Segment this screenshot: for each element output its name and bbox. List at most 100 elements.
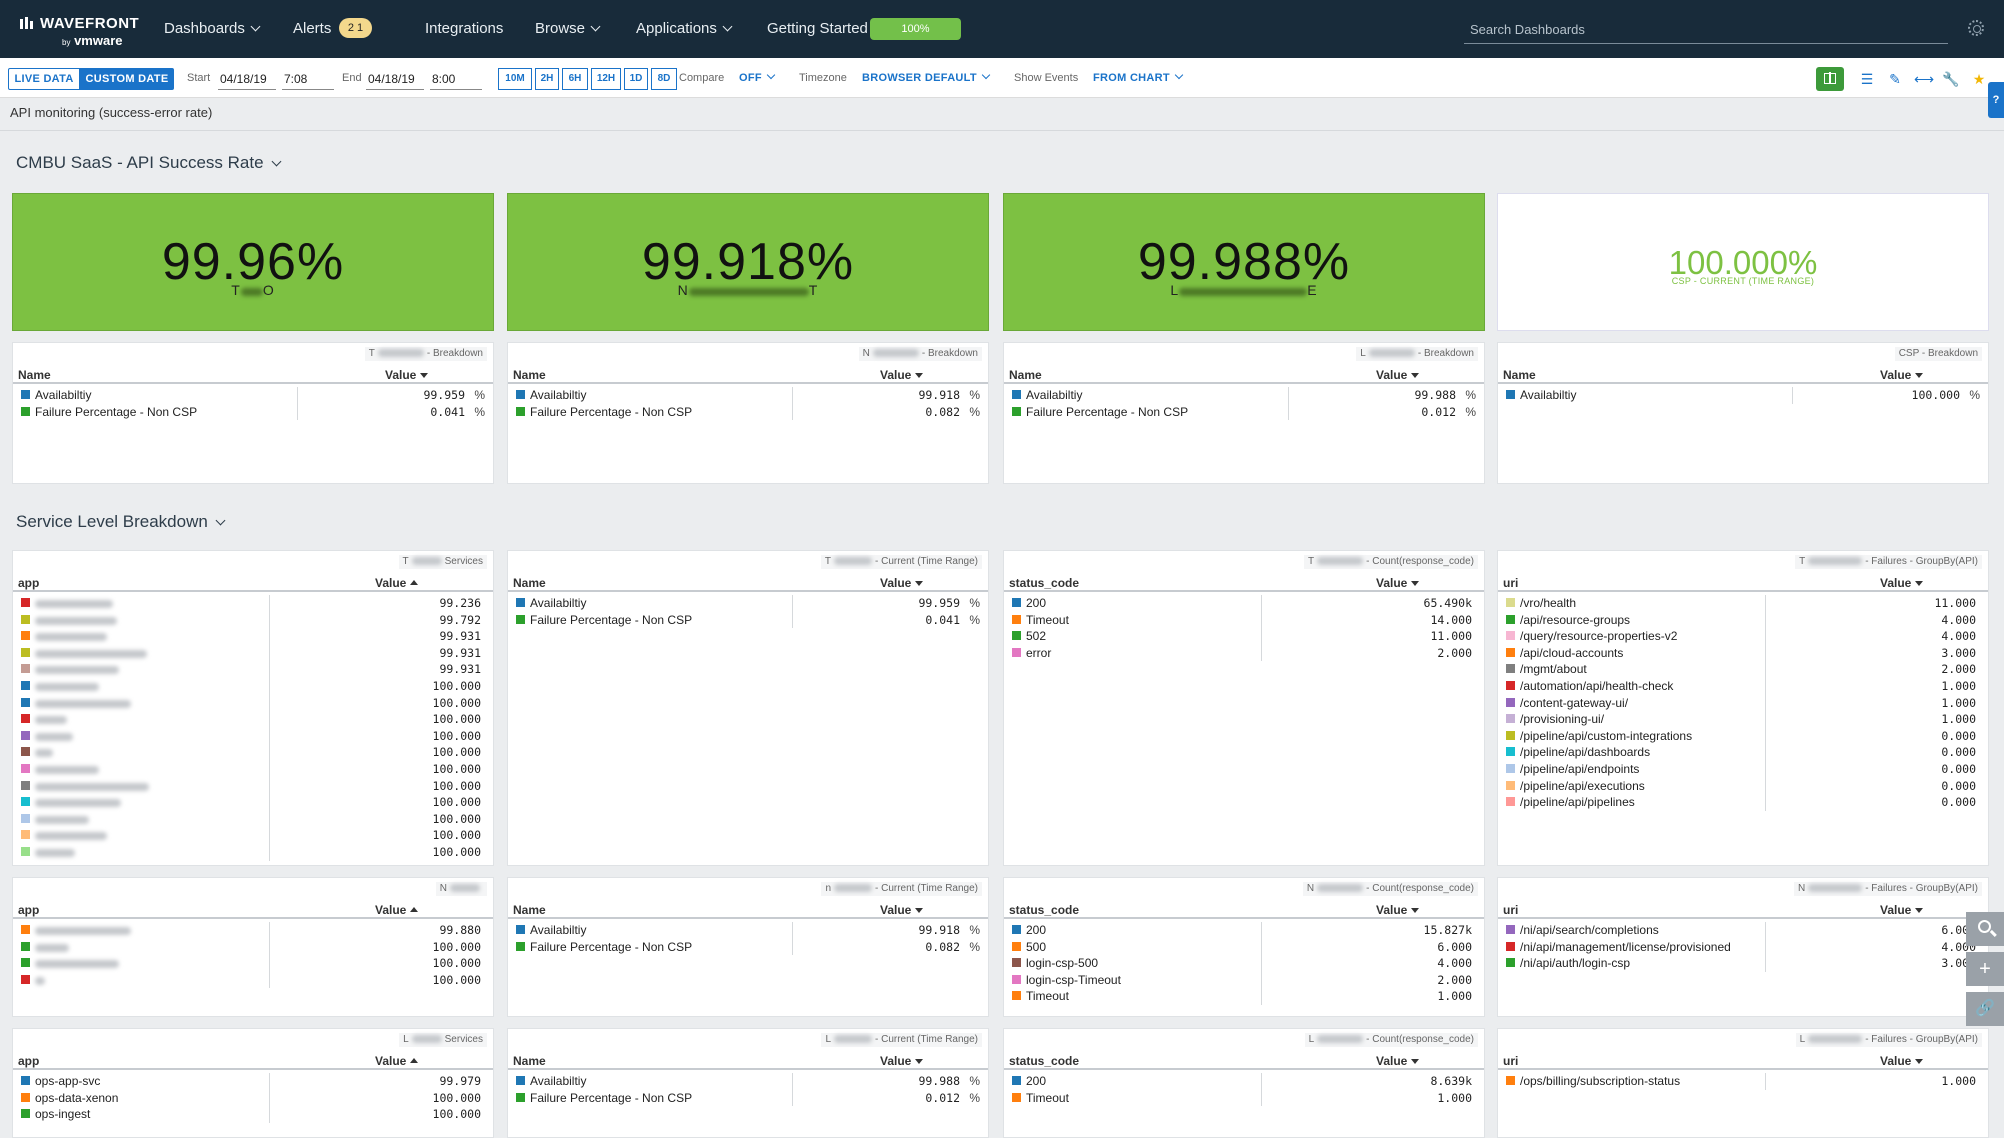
- help-tab[interactable]: ?: [1988, 82, 2004, 118]
- column-header-value[interactable]: Value: [1376, 368, 1420, 382]
- table-row[interactable]: 100.000: [13, 827, 493, 844]
- table-row[interactable]: 100.000: [13, 695, 493, 712]
- table-row[interactable]: /ni/api/search/completions 6.000: [1498, 922, 1988, 939]
- table-row[interactable]: 100.000: [13, 811, 493, 828]
- table-row[interactable]: Failure Percentage - Non CSP 0.012%: [508, 1090, 988, 1107]
- service-current-panel[interactable]: T- Current (Time Range) Name Value Availabi…: [507, 550, 989, 866]
- share-icon[interactable]: ⟷: [1914, 71, 1935, 87]
- table-row[interactable]: 200 15.827k: [1004, 922, 1484, 939]
- nav-alerts[interactable]: Alerts: [293, 20, 332, 37]
- table-row[interactable]: 100.000: [13, 711, 493, 728]
- table-row[interactable]: 99.931: [13, 628, 493, 645]
- service-apps-panel[interactable]: T Services app Value 99.236 99.792 99.931 99.93…: [12, 550, 494, 866]
- breakdown-panel[interactable]: CSP - Breakdown Name Value Availabiltiy 100.…: [1497, 342, 1989, 484]
- nav-dashboards[interactable]: Dashboards: [164, 20, 261, 37]
- table-row[interactable]: Timeout 1.000: [1004, 1090, 1484, 1107]
- table-row[interactable]: 200 8.639k: [1004, 1073, 1484, 1090]
- column-header-name[interactable]: Name: [513, 1054, 546, 1068]
- column-header-value[interactable]: Value: [385, 368, 429, 382]
- service-apps-panel[interactable]: L Services app Value ops-app-svc 99.979 ops-da…: [12, 1028, 494, 1138]
- table-row[interactable]: /ni/api/auth/login-csp 3.000: [1498, 955, 1988, 972]
- column-header-name[interactable]: app: [18, 903, 40, 917]
- response-code-panel[interactable]: T- Count(response_code) status_code Value 2…: [1003, 550, 1485, 866]
- table-row[interactable]: 100.000: [13, 794, 493, 811]
- table-row[interactable]: 99.792: [13, 612, 493, 629]
- breakdown-panel[interactable]: L- Breakdown Name Value Availabiltiy 99.988%…: [1003, 342, 1485, 484]
- start-date-input[interactable]: 04/18/19: [218, 68, 276, 90]
- column-header-value[interactable]: Value: [1376, 903, 1420, 917]
- column-header-name[interactable]: status_code: [1009, 903, 1080, 917]
- service-current-panel[interactable]: n- Current (Time Range) Name Value Availabi…: [507, 877, 989, 1017]
- column-header-name[interactable]: status_code: [1009, 1054, 1080, 1068]
- breakdown-panel[interactable]: N- Breakdown Name Value Availabiltiy 99.918%…: [507, 342, 989, 484]
- table-row[interactable]: ops-ingest 100.000: [13, 1106, 493, 1123]
- column-header-value[interactable]: Value: [880, 1054, 924, 1068]
- section-service-level-breakdown[interactable]: Service Level Breakdown: [16, 512, 226, 532]
- table-row[interactable]: Failure Percentage - Non CSP 0.082%: [508, 404, 988, 421]
- table-row[interactable]: /ni/api/management/license/provisioned 4.…: [1498, 939, 1988, 956]
- column-header-value[interactable]: Value: [1376, 1054, 1420, 1068]
- table-row[interactable]: /pipeline/api/pipelines 0.000: [1498, 794, 1988, 811]
- table-row[interactable]: 100.000: [13, 844, 493, 861]
- end-time-input[interactable]: 8:00: [430, 68, 482, 90]
- table-row[interactable]: 100.000: [13, 678, 493, 695]
- column-header-name[interactable]: Name: [513, 576, 546, 590]
- gift-icon-button[interactable]: [1816, 67, 1844, 91]
- nav-integrations[interactable]: Integrations: [425, 20, 504, 37]
- table-row[interactable]: /pipeline/api/custom-integrations 0.000: [1498, 728, 1988, 745]
- column-header-name[interactable]: uri: [1503, 1054, 1519, 1068]
- table-row[interactable]: Availabiltiy 99.918%: [508, 387, 988, 404]
- link-float-button[interactable]: 🔗: [1966, 992, 2004, 1026]
- table-row[interactable]: /mgmt/about 2.000: [1498, 661, 1988, 678]
- column-header-name[interactable]: uri: [1503, 903, 1519, 917]
- table-row[interactable]: /vro/health 11.000: [1498, 595, 1988, 612]
- column-header-name[interactable]: uri: [1503, 576, 1519, 590]
- column-header-name[interactable]: app: [18, 1054, 40, 1068]
- table-row[interactable]: ops-data-xenon 100.000: [13, 1090, 493, 1107]
- csp-success-rate-tile[interactable]: 100.000% CSP - CURRENT (TIME RANGE): [1497, 193, 1989, 331]
- table-row[interactable]: Failure Percentage - Non CSP 0.041%: [508, 612, 988, 629]
- table-row[interactable]: /pipeline/api/endpoints 0.000: [1498, 761, 1988, 778]
- table-row[interactable]: /ops/billing/subscription-status 1.000: [1498, 1073, 1988, 1090]
- column-header-value[interactable]: Value: [1880, 903, 1924, 917]
- section-api-success-rate[interactable]: CMBU SaaS - API Success Rate: [16, 153, 281, 173]
- table-row[interactable]: 100.000: [13, 972, 493, 989]
- column-header-value[interactable]: Value: [1880, 576, 1924, 590]
- gear-icon[interactable]: [1968, 20, 1984, 36]
- wrench-icon[interactable]: 🔧: [1942, 71, 1960, 87]
- table-row[interactable]: 100.000: [13, 778, 493, 795]
- add-float-button[interactable]: +: [1966, 952, 2004, 986]
- end-date-input[interactable]: 04/18/19: [366, 68, 424, 90]
- custom-date-button[interactable]: CUSTOM DATE: [80, 68, 174, 90]
- compare-dropdown[interactable]: OFF: [739, 70, 776, 84]
- column-header-value[interactable]: Value: [880, 576, 924, 590]
- table-row[interactable]: 99.931: [13, 645, 493, 662]
- column-header-name[interactable]: Name: [1009, 368, 1042, 382]
- column-header-value[interactable]: Value: [1376, 576, 1420, 590]
- column-header-value[interactable]: Value: [375, 1054, 419, 1068]
- response-code-panel[interactable]: N- Count(response_code) status_code Value 2…: [1003, 877, 1485, 1017]
- column-header-name[interactable]: status_code: [1009, 576, 1080, 590]
- column-header-value[interactable]: Value: [1880, 1054, 1924, 1068]
- table-row[interactable]: 500 6.000: [1004, 939, 1484, 956]
- table-row[interactable]: login-csp-Timeout 2.000: [1004, 972, 1484, 989]
- failures-by-api-panel[interactable]: L- Failures - GroupBy(API) uri Value/ops/b…: [1497, 1028, 1989, 1138]
- table-row[interactable]: /pipeline/api/executions 0.000: [1498, 778, 1988, 795]
- range-12h-button[interactable]: 12H: [591, 68, 621, 90]
- table-row[interactable]: Failure Percentage - Non CSP 0.082%: [508, 939, 988, 956]
- table-row[interactable]: /automation/api/health-check 1.000: [1498, 678, 1988, 695]
- service-current-panel[interactable]: L- Current (Time Range) Name Value Availabi…: [507, 1028, 989, 1138]
- column-header-value[interactable]: Value: [375, 903, 419, 917]
- table-row[interactable]: Availabiltiy 99.918%: [508, 922, 988, 939]
- table-row[interactable]: error 2.000: [1004, 645, 1484, 662]
- star-icon[interactable]: ★: [1972, 71, 1986, 87]
- table-row[interactable]: /provisioning-ui/1.000: [1498, 711, 1988, 728]
- column-header-name[interactable]: Name: [513, 368, 546, 382]
- table-row[interactable]: Availabiltiy 99.988%: [1004, 387, 1484, 404]
- list-icon[interactable]: ☰: [1860, 71, 1874, 87]
- range-1d-button[interactable]: 1D: [624, 68, 648, 90]
